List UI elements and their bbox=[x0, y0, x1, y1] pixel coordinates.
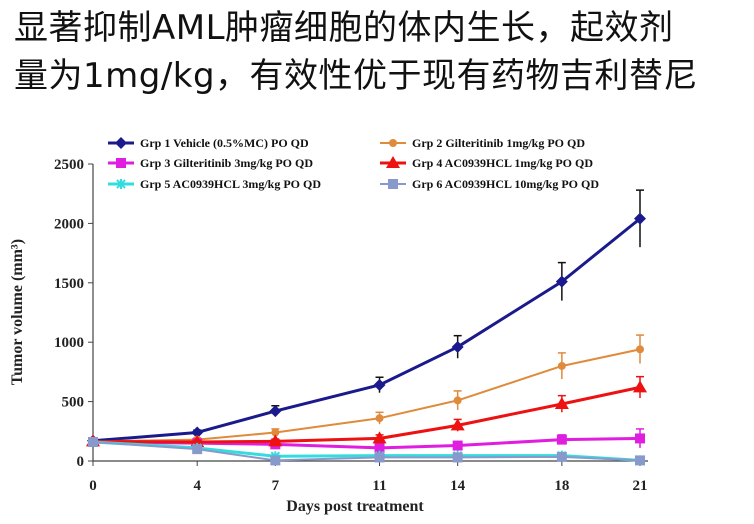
legend-label: Grp 4 AC0939HCL 1mg/kg PO QD bbox=[412, 156, 593, 170]
x-tick-label: 0 bbox=[89, 478, 97, 494]
legend-label: Grp 3 Gilteritinib 3mg/kg PO QD bbox=[140, 156, 313, 170]
data-point bbox=[634, 212, 646, 225]
x-tick-label: 7 bbox=[272, 478, 280, 494]
data-point bbox=[556, 434, 567, 445]
data-point bbox=[268, 434, 283, 447]
chart-axes bbox=[92, 164, 648, 462]
data-point bbox=[452, 452, 463, 463]
y-tick-label: 1500 bbox=[54, 276, 84, 292]
legend-label: Grp 2 Gilteritinib 1mg/kg PO QD bbox=[412, 136, 585, 150]
page-headline: 显著抑制AML肿瘤细胞的体内生长，起效剂 量为1mg/kg，有效性优于现有药物吉… bbox=[14, 4, 750, 100]
data-point bbox=[452, 440, 463, 451]
data-point bbox=[633, 380, 647, 393]
legend-entry-1: Grp 1 Vehicle (0.5%MC) PO QD bbox=[108, 136, 309, 150]
series-6 bbox=[88, 436, 645, 466]
series-2 bbox=[89, 334, 644, 446]
data-point bbox=[88, 436, 98, 447]
legend-entry-3: Grp 3 Gilteritinib 3mg/kg PO QD bbox=[108, 156, 313, 170]
legend-swatch-marker bbox=[115, 137, 127, 149]
y-tick-label: 0 bbox=[77, 454, 85, 470]
legend-label: Grp 5 AC0939HCL 3mg/kg PO QD bbox=[140, 177, 321, 191]
data-point bbox=[269, 405, 282, 418]
legend-entry-2: Grp 2 Gilteritinib 1mg/kg PO QD bbox=[380, 136, 585, 150]
data-point bbox=[451, 340, 464, 353]
data-point bbox=[271, 428, 280, 437]
x-tick-label: 21 bbox=[633, 478, 648, 494]
x-tick-label: 18 bbox=[554, 478, 569, 494]
y-tick-label: 500 bbox=[62, 395, 85, 411]
legend-entry-6: Grp 6 AC0939HCL 10mg/kg PO QD bbox=[380, 177, 599, 191]
chart-ticks: 0 500 1000 1500 2000 2500 0 4 7 11 14 18 21 bbox=[54, 157, 648, 494]
y-tick-label: 2000 bbox=[54, 216, 84, 232]
data-point bbox=[636, 345, 644, 354]
x-tick-label: 11 bbox=[372, 478, 386, 494]
legend-label: Grp 1 Vehicle (0.5%MC) PO QD bbox=[140, 136, 309, 150]
legend-swatch-marker bbox=[386, 156, 400, 168]
data-point bbox=[635, 433, 645, 444]
chart-series bbox=[86, 189, 647, 466]
legend-entry-5: Grp 5 AC0939HCL 3mg/kg PO QD bbox=[108, 177, 321, 191]
data-point bbox=[556, 451, 567, 462]
data-point bbox=[557, 361, 566, 370]
data-point bbox=[372, 431, 387, 444]
x-tick-label: 14 bbox=[450, 478, 466, 494]
data-point bbox=[374, 442, 385, 453]
headline-line-2: 量为1mg/kg，有效性优于现有药物吉利替尼 bbox=[14, 56, 699, 96]
headline-line-1: 显著抑制AML肿瘤细胞的体内生长，起效剂 bbox=[14, 8, 674, 48]
y-axis-title: Tumor volume (mm³) bbox=[9, 239, 26, 385]
data-point bbox=[374, 452, 385, 463]
legend-entry-4: Grp 4 AC0939HCL 1mg/kg PO QD bbox=[380, 156, 593, 170]
data-point bbox=[555, 275, 568, 288]
legend-swatch-marker bbox=[116, 179, 126, 189]
chart-legend: Grp 1 Vehicle (0.5%MC) PO QD Grp 2 Gilter… bbox=[108, 136, 599, 191]
data-point bbox=[270, 455, 281, 466]
legend-swatch-marker bbox=[116, 158, 126, 168]
legend-label: Grp 6 AC0939HCL 10mg/kg PO QD bbox=[412, 177, 599, 191]
legend-swatch-marker bbox=[389, 139, 397, 147]
data-point bbox=[554, 396, 569, 409]
data-point bbox=[373, 378, 386, 391]
data-point bbox=[192, 444, 203, 455]
data-point bbox=[191, 426, 204, 439]
legend-swatch-marker bbox=[388, 179, 398, 189]
data-point bbox=[375, 414, 384, 423]
data-point bbox=[635, 455, 645, 466]
data-point bbox=[453, 396, 462, 405]
data-point bbox=[450, 418, 465, 431]
y-tick-label: 1000 bbox=[54, 335, 84, 351]
x-axis-title: Days post treatment bbox=[286, 498, 424, 515]
y-tick-label: 2500 bbox=[54, 157, 84, 173]
x-tick-label: 4 bbox=[193, 478, 201, 494]
